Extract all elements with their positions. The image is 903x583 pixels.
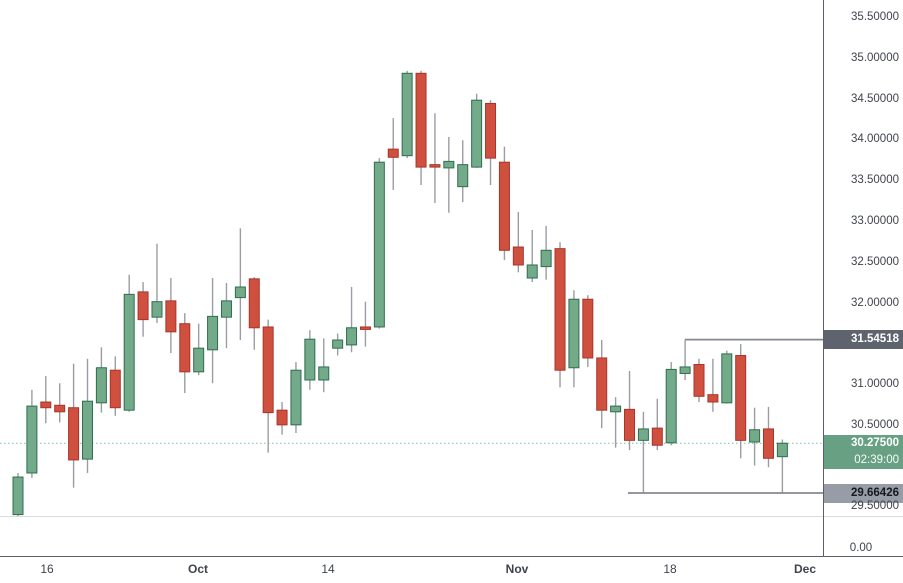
candle-up bbox=[471, 99, 483, 168]
price-tick-label: 33.50000 bbox=[851, 174, 899, 187]
candle-up bbox=[776, 442, 788, 458]
candle-up bbox=[12, 476, 24, 516]
candle-up bbox=[540, 249, 552, 268]
candle-up bbox=[304, 338, 316, 381]
time-tick-label: Dec bbox=[793, 562, 816, 576]
resistance-price-label: 31.54518 bbox=[851, 333, 899, 346]
price-tick-label: 30.50000 bbox=[851, 418, 899, 431]
candle-down bbox=[359, 326, 371, 330]
candle-up bbox=[526, 264, 538, 279]
candle-down bbox=[512, 246, 524, 266]
candle-up bbox=[721, 353, 733, 404]
candle-up bbox=[637, 428, 649, 441]
candle-up bbox=[123, 293, 135, 411]
candle-up bbox=[457, 164, 469, 188]
candle-down bbox=[276, 409, 288, 426]
candle-down bbox=[651, 427, 663, 446]
candle-up bbox=[95, 367, 107, 404]
price-tick-label: 35.00000 bbox=[851, 51, 899, 64]
candle-down bbox=[68, 407, 80, 461]
price-tick-label: 29.50000 bbox=[851, 500, 899, 513]
candle-up bbox=[193, 347, 205, 373]
time-tick-label: 14 bbox=[321, 562, 335, 576]
candle-down bbox=[429, 164, 441, 168]
candle-up bbox=[234, 286, 246, 299]
candle-down bbox=[387, 148, 399, 158]
candle-up bbox=[318, 366, 330, 381]
candle-up bbox=[346, 327, 358, 346]
price-tick-label: 32.50000 bbox=[851, 255, 899, 268]
candle-down bbox=[262, 326, 274, 414]
candle-up bbox=[332, 339, 344, 349]
candle-down bbox=[40, 401, 52, 409]
time-tick-label: 18 bbox=[663, 562, 677, 576]
candle-up bbox=[665, 368, 677, 444]
candle-up bbox=[207, 315, 219, 351]
bar-countdown-label: 02:39:00 bbox=[854, 453, 899, 466]
price-tick-label: 34.00000 bbox=[851, 133, 899, 146]
candle-down bbox=[248, 278, 260, 329]
candle-down bbox=[596, 357, 608, 411]
price-tick-label: 35.50000 bbox=[851, 11, 899, 23]
candle-up bbox=[679, 366, 691, 374]
candle-down bbox=[624, 408, 636, 441]
price-tick-label: 31.00000 bbox=[851, 378, 899, 391]
candle-down bbox=[485, 102, 497, 159]
candle-down bbox=[707, 394, 719, 403]
candle-up bbox=[749, 429, 761, 443]
time-tick-label: 16 bbox=[40, 562, 54, 576]
candle-down bbox=[179, 323, 191, 373]
candle-down bbox=[582, 298, 594, 359]
price-axis[interactable]: 31.54518 30.27500 02:39:00 29.66426 0.00… bbox=[823, 0, 903, 556]
zero-scale-label: 0.00 bbox=[849, 542, 873, 554]
current-price-label: 30.27500 bbox=[851, 436, 899, 449]
candle-up bbox=[290, 369, 302, 426]
candle-down bbox=[554, 248, 566, 371]
candle-down bbox=[109, 369, 121, 409]
candle-up bbox=[220, 300, 232, 318]
candle-up bbox=[443, 160, 455, 169]
candle-down bbox=[735, 355, 747, 441]
time-axis[interactable]: 16 Oct 14 Nov 18 Dec bbox=[0, 556, 903, 583]
candle-down bbox=[762, 428, 774, 459]
price-tick-label: 33.00000 bbox=[851, 214, 899, 227]
candle-up bbox=[401, 72, 413, 157]
candle-up bbox=[373, 161, 385, 328]
candle-up bbox=[568, 298, 580, 369]
candle-up bbox=[26, 405, 38, 474]
current-price-badge: 30.27500 02:39:00 bbox=[824, 434, 903, 469]
candle-down bbox=[137, 291, 149, 321]
candle-down bbox=[165, 300, 177, 333]
resistance-price-badge: 31.54518 bbox=[824, 330, 903, 350]
price-tick-label: 32.00000 bbox=[851, 296, 899, 309]
time-tick-label: Nov bbox=[505, 562, 529, 576]
candle-up bbox=[610, 405, 622, 413]
time-tick-label: Oct bbox=[187, 562, 208, 576]
candle-down bbox=[415, 72, 427, 168]
candle-down bbox=[498, 161, 510, 251]
candle-down bbox=[693, 363, 705, 397]
support-price-badge: 29.66426 bbox=[824, 483, 903, 503]
candle-up bbox=[151, 301, 163, 318]
support-price-label: 29.66426 bbox=[851, 486, 899, 499]
candle-down bbox=[54, 404, 66, 413]
price-tick-label: 34.50000 bbox=[851, 92, 899, 105]
candle-up bbox=[81, 400, 93, 460]
